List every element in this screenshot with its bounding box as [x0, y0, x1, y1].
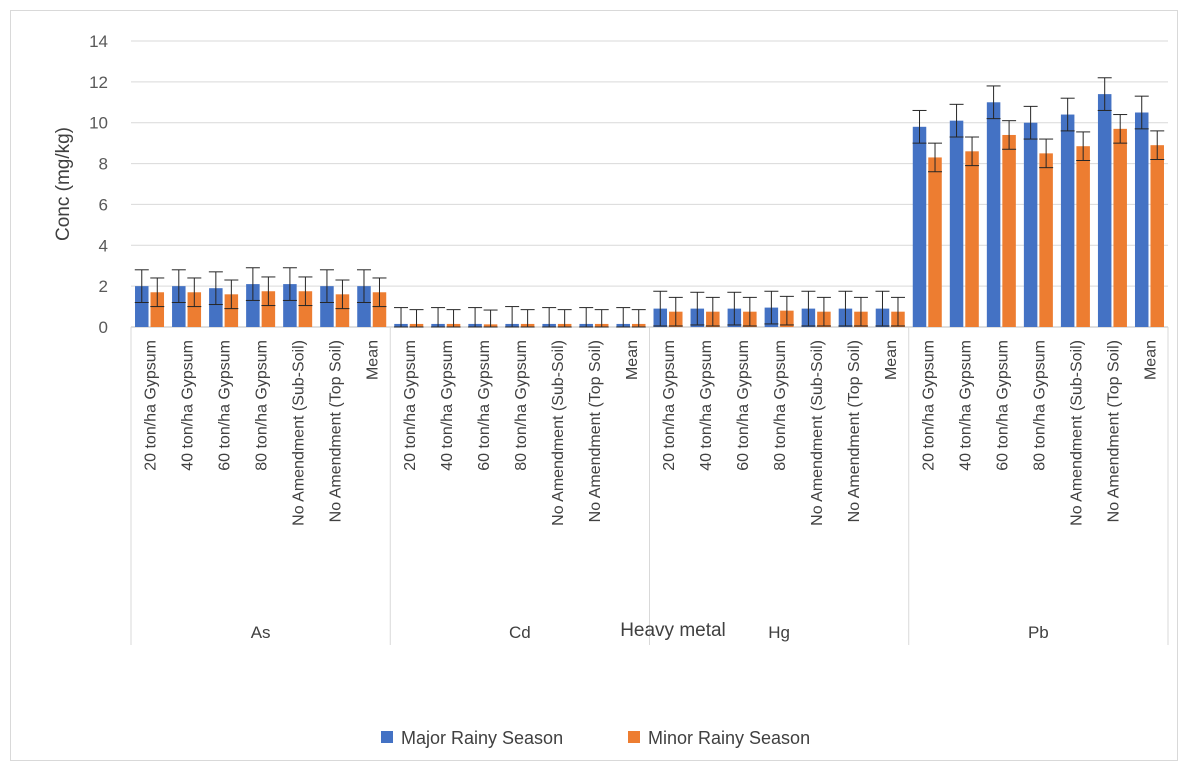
bar: [965, 151, 979, 327]
y-tick-label: 8: [99, 155, 108, 174]
x-tick-label: 40 ton/ha Gypsum: [439, 340, 456, 471]
y-tick-label: 12: [89, 73, 108, 92]
x-tick-label: No Amendment (Sub-Soil): [1068, 340, 1085, 526]
bar: [224, 294, 239, 327]
x-tick-label: 20 ton/ha Gypsum: [402, 340, 419, 471]
x-tick-label: 60 ton/ha Gypsum: [217, 340, 234, 471]
x-tick-label: No Amendment (Sub-Soil): [809, 340, 826, 526]
x-tick-label: Mean: [365, 340, 382, 380]
group-label: As: [251, 623, 271, 642]
x-tick-label: Mean: [1142, 340, 1159, 380]
bar: [372, 292, 387, 327]
bar: [912, 126, 927, 327]
x-tick-label: 20 ton/ha Gypsum: [920, 340, 937, 471]
bar: [135, 286, 149, 327]
x-tick-label: 20 ton/ha Gypsum: [661, 340, 678, 471]
bar: [298, 291, 313, 327]
bar: [928, 157, 942, 327]
x-axis-title: Heavy metal: [620, 620, 726, 641]
x-tick-label: 80 ton/ha Gypsum: [1031, 340, 1048, 471]
x-tick-label: 60 ton/ha Gypsum: [994, 340, 1011, 471]
y-tick-label: 6: [99, 195, 108, 214]
bar: [335, 294, 350, 327]
x-tick-label: 80 ton/ha Gypsum: [772, 340, 789, 471]
bar: [150, 292, 165, 327]
x-tick-label: 80 ton/ha Gypsum: [513, 340, 530, 471]
y-axis-title: Conc (mg/kg): [53, 127, 74, 241]
bar: [209, 288, 223, 327]
bar: [1060, 114, 1075, 328]
y-tick-label: 2: [99, 277, 108, 296]
legend-label: Minor Rainy Season: [648, 728, 810, 748]
group-label: Cd: [509, 623, 531, 642]
bar: [187, 292, 202, 327]
bar: [1076, 146, 1090, 327]
group-label: Pb: [1028, 623, 1049, 642]
bar: [1039, 153, 1053, 327]
legend-label: Major Rainy Season: [401, 728, 563, 748]
bar: [1002, 134, 1016, 327]
bar: [320, 286, 334, 327]
y-tick-label: 0: [99, 318, 108, 337]
bar: [1134, 112, 1149, 327]
x-tick-label: 40 ton/ha Gypsum: [698, 340, 715, 471]
x-tick-label: No Amendment (Sub-Soil): [550, 340, 567, 526]
x-tick-label: Mean: [883, 340, 900, 380]
x-tick-label: 20 ton/ha Gypsum: [143, 340, 160, 471]
y-tick-label: 10: [89, 114, 108, 133]
x-tick-label: No Amendment (Sub-Soil): [291, 340, 308, 526]
x-tick-label: No Amendment (Top Soil): [1105, 340, 1122, 522]
bar: [1097, 94, 1112, 327]
bar: [246, 284, 260, 327]
bar: [986, 102, 1001, 328]
bar: [949, 120, 964, 328]
x-tick-label: No Amendment (Top Soil): [846, 340, 863, 522]
bar: [1113, 128, 1127, 327]
chart-frame: [10, 10, 1178, 761]
legend-swatch: [628, 731, 640, 743]
x-tick-label: 60 ton/ha Gypsum: [476, 340, 493, 471]
bar: [1150, 145, 1164, 327]
bar: [1023, 122, 1038, 327]
y-tick-label: 14: [89, 32, 108, 51]
legend-swatch: [381, 731, 393, 743]
x-tick-label: 60 ton/ha Gypsum: [735, 340, 752, 471]
bar: [172, 286, 186, 327]
bar: [261, 291, 276, 327]
y-tick-label: 4: [99, 236, 108, 255]
x-tick-label: No Amendment (Top Soil): [328, 340, 345, 522]
group-label: Hg: [768, 623, 790, 642]
x-tick-label: 80 ton/ha Gypsum: [254, 340, 271, 471]
bar: [357, 286, 371, 327]
x-tick-label: 40 ton/ha Gypsum: [180, 340, 197, 471]
bar: [283, 284, 297, 327]
x-tick-label: 40 ton/ha Gypsum: [957, 340, 974, 471]
x-tick-label: No Amendment (Top Soil): [587, 340, 604, 522]
x-tick-label: Mean: [624, 340, 641, 380]
